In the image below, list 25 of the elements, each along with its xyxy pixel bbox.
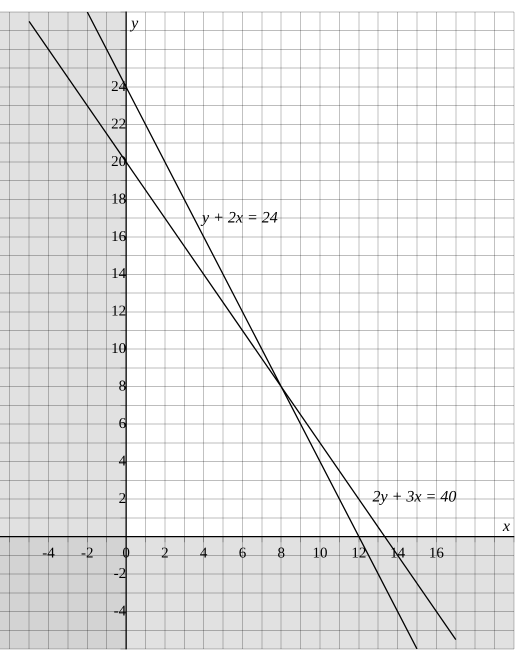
y-axis-title: y: [129, 15, 140, 32]
x-tick-label: 16: [428, 546, 444, 562]
y-tick-label: 8: [118, 378, 126, 395]
annotation: 2y + 3x = 40: [372, 488, 456, 506]
y-tick-label: 14: [111, 266, 127, 282]
x-tick-label: 4: [200, 546, 208, 562]
x-tick-label: 6: [238, 546, 247, 562]
x-tick-label: 2: [161, 546, 169, 562]
y-tick-label: -4: [114, 603, 127, 620]
y-tick-label: 18: [111, 191, 126, 208]
y-tick-label: 12: [111, 304, 126, 320]
y-tick-label: 22: [111, 116, 126, 132]
y-tick-label: 2: [118, 491, 126, 508]
y-tick-label: 4: [118, 454, 127, 470]
x-tick-label: 10: [312, 546, 328, 562]
x-axis-title: x: [502, 518, 510, 535]
y-tick-label: 16: [111, 228, 127, 245]
x-tick-label: 12: [351, 546, 366, 562]
y-tick-label: 6: [118, 416, 127, 432]
x-tick-label: -2: [81, 546, 94, 562]
y-tick-label: 10: [111, 341, 126, 358]
annotation: y + 2x = 24: [200, 209, 278, 226]
y-tick-label: -2: [114, 566, 126, 582]
x-tick-label: -4: [42, 546, 56, 562]
x-tick-label: 8: [277, 546, 285, 562]
